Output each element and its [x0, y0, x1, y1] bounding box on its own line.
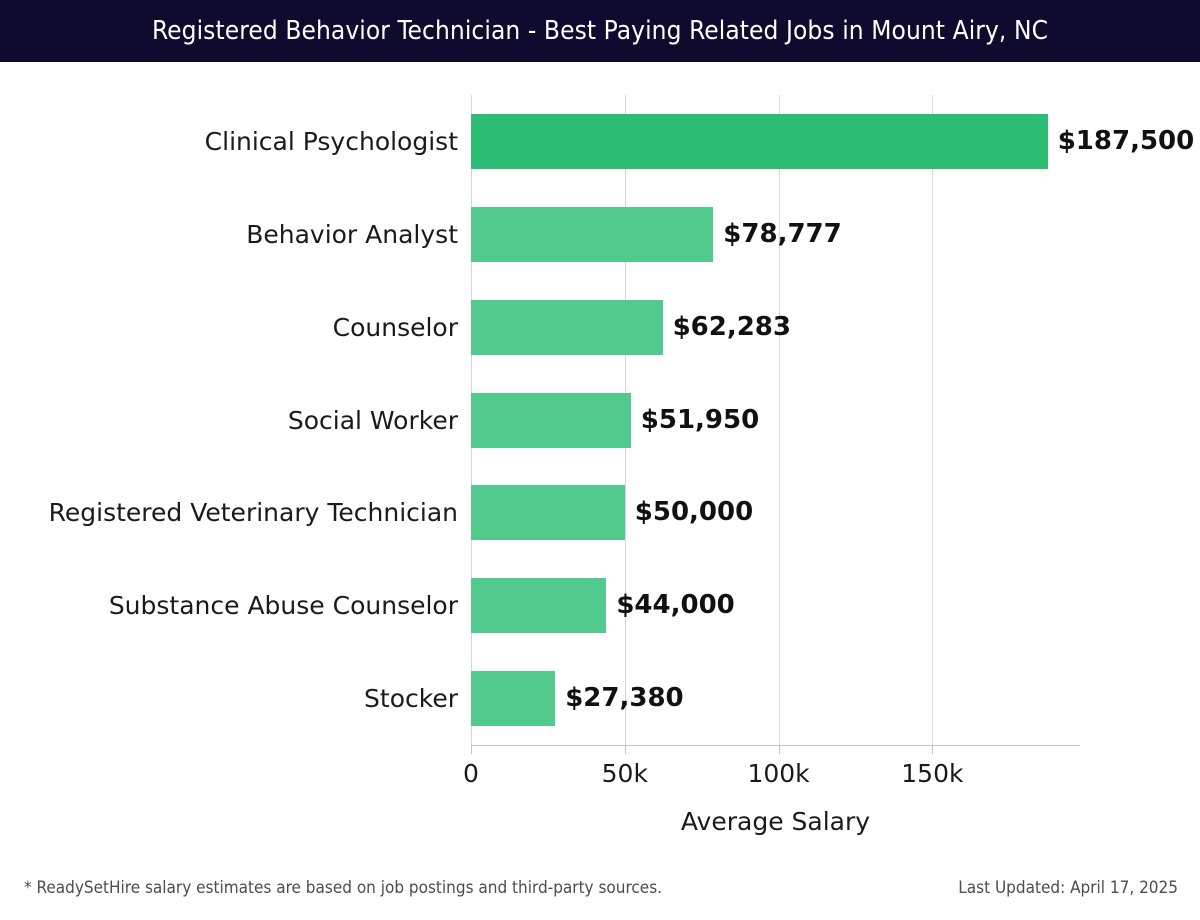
bar-row[interactable]: Behavior Analyst $78,777 [0, 206, 1200, 262]
bar-row[interactable]: Social Worker $51,950 [0, 392, 1200, 448]
category-label: Clinical Psychologist [204, 126, 458, 156]
x-tick-label: 150k [901, 759, 964, 788]
x-axis-line [471, 745, 1080, 746]
bar-row[interactable]: Registered Veterinary Technician $50,000 [0, 485, 1200, 541]
bar-value-label: $51,950 [640, 404, 760, 435]
bar-value-label: $27,380 [565, 683, 684, 714]
bar[interactable] [471, 299, 663, 355]
tick-mark [932, 745, 934, 754]
bar-row[interactable]: Stocker $27,380 [0, 671, 1200, 727]
x-tick-label: 0 [463, 759, 479, 788]
bar[interactable] [471, 392, 631, 448]
bar-value-label: $44,000 [616, 590, 735, 621]
bar-value-label: $187,500 [1057, 125, 1195, 156]
bar[interactable] [471, 206, 714, 262]
category-label: Social Worker [287, 405, 458, 435]
tick-mark [471, 745, 472, 754]
x-axis-title: Average Salary [680, 807, 871, 836]
category-label: Counselor [332, 312, 458, 342]
bar-value-label: $50,000 [634, 497, 754, 528]
bar-value-label: $78,777 [723, 218, 842, 249]
x-tick-label: 100k [747, 759, 810, 788]
bar-row[interactable]: Counselor $62,283 [0, 299, 1200, 355]
category-label: Registered Veterinary Technician [48, 498, 458, 528]
category-label: Stocker [364, 684, 458, 714]
page-header: Registered Behavior Technician - Best Pa… [0, 0, 1200, 62]
page-title: Registered Behavior Technician - Best Pa… [151, 16, 1049, 46]
tick-mark [778, 745, 780, 754]
bar-value-label: $62,283 [672, 311, 791, 342]
category-label: Behavior Analyst [246, 219, 458, 249]
bar-row[interactable]: Substance Abuse Counselor $44,000 [0, 578, 1200, 634]
footer-last-updated: Last Updated: April 17, 2025 [958, 878, 1178, 898]
bar-row[interactable]: Clinical Psychologist $187,500 [0, 113, 1200, 169]
gridline [778, 95, 780, 745]
bar[interactable] [471, 671, 556, 727]
bar[interactable] [471, 113, 1048, 169]
tick-mark [624, 745, 626, 754]
bar-chart: 0 50k 100k 150k Clinical Psychologist $187,5… [0, 62, 1200, 857]
bar[interactable] [471, 578, 607, 634]
category-label: Substance Abuse Counselor [108, 591, 458, 621]
gridline [932, 95, 934, 745]
bar[interactable] [471, 485, 625, 541]
footer-disclaimer: * ReadySetHire salary estimates are base… [24, 878, 663, 898]
x-tick-label: 50k [601, 759, 648, 788]
